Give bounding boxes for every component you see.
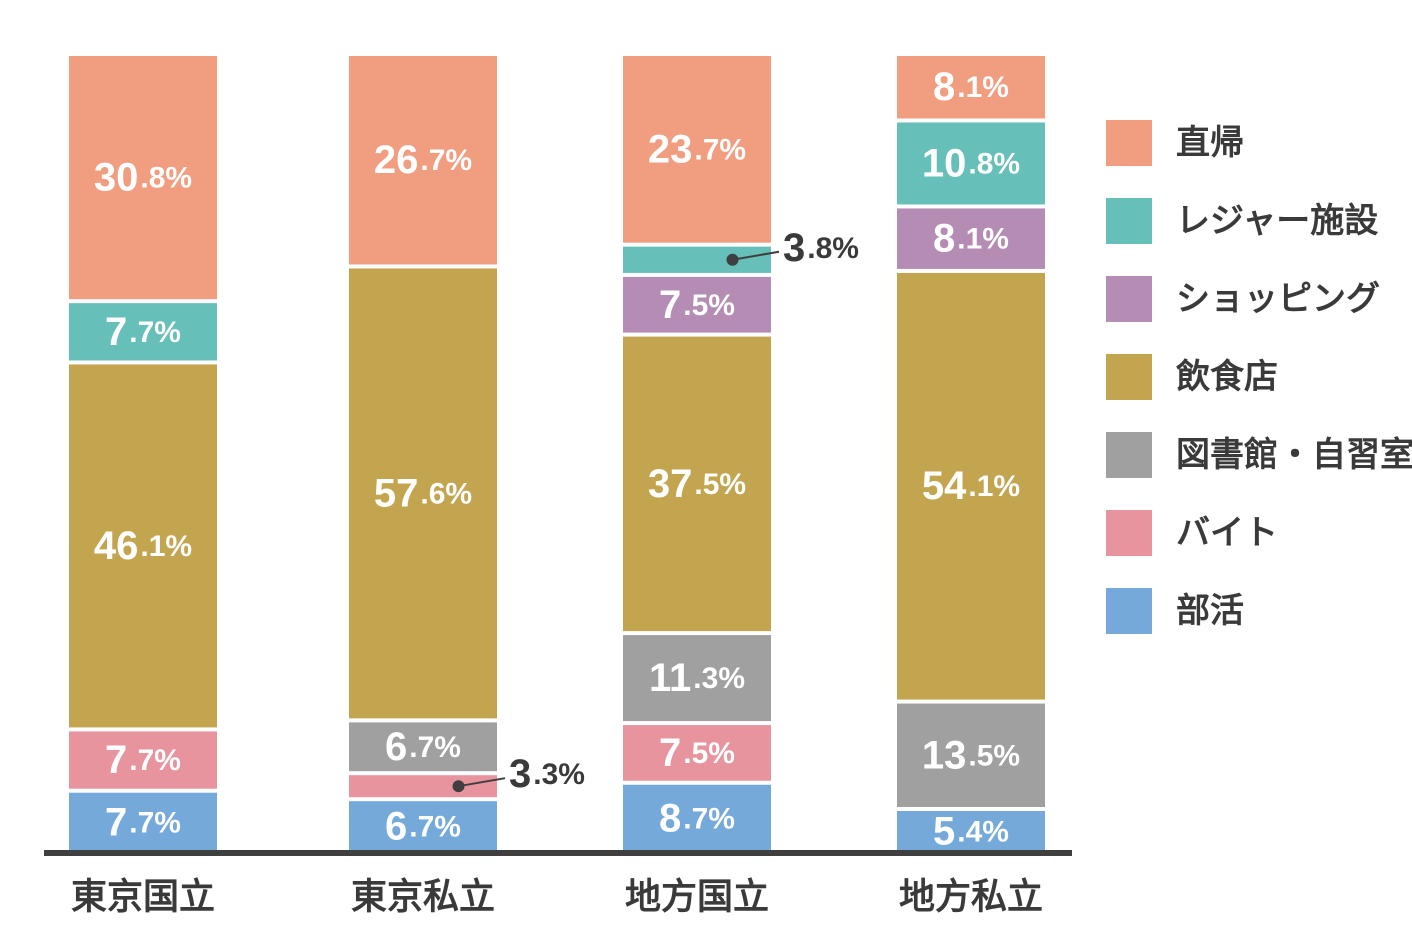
bar-segment-e59cb0e696b9e59bbde7ab8b-e79bb4e5b8b0 xyxy=(623,56,771,243)
legend-label: レジャー施設 xyxy=(1176,201,1378,241)
bar-segment-e69db1e4baace7a781e7ab8b-e983a8e6b4bb xyxy=(349,801,497,852)
category-labels-layer: 東京国立 東京私立 地方国立 地方私立 xyxy=(71,876,1043,918)
category-label-e69db1e4baace59bbde7ab8b: 東京国立 xyxy=(71,876,215,918)
bar-segment-e59cb0e696b9e7a781e7ab8b-e9a3b2e9a39fe5ba97 xyxy=(897,272,1045,700)
legend-label: 部活 xyxy=(1176,591,1244,631)
legend-label: ショッピング xyxy=(1176,279,1380,319)
bar-segment-e69db1e4baace7a781e7ab8b-e79bb4e5b8b0 xyxy=(349,56,497,265)
value-label-e59cb0e696b9e7a781e7ab8b-e59bb3e69bb8e9a4a8e383bb: 13.5% xyxy=(922,733,1020,777)
bar-segment-e69db1e4baace59bbde7ab8b-e38390e382a4e38388 xyxy=(69,731,217,789)
legend-label: 図書館・自習室 xyxy=(1176,435,1412,475)
value-label-e59cb0e696b9e7a781e7ab8b-e79bb4e5b8b0: 8.1% xyxy=(933,65,1009,109)
value-label-e69db1e4baace59bbde7ab8b-e983a8e6b4bb: 7.7% xyxy=(105,800,181,844)
legend-swatch xyxy=(1106,510,1152,556)
legend-item-e983a8e6b4bb: 部活 xyxy=(1106,588,1244,634)
legend-label: 直帰 xyxy=(1176,123,1244,163)
bar-segment-e59cb0e696b9e59bbde7ab8b-e9a3b2e9a39fe5ba97 xyxy=(623,336,771,632)
category-label-e59cb0e696b9e7a781e7ab8b: 地方私立 xyxy=(899,877,1043,918)
bar-segment-e59cb0e696b9e7a781e7ab8b-e382b7e383a7e38383e38394 xyxy=(897,208,1045,269)
value-label-e59cb0e696b9e59bbde7ab8b-e59bb3e69bb8e9a4a8e383bb: 11.3% xyxy=(649,656,745,700)
category-label-e59cb0e696b9e59bbde7ab8b: 地方国立 xyxy=(625,877,769,918)
bar-segment-e59cb0e696b9e7a781e7ab8b-e59bb3e69bb8e9a4a8e383bb xyxy=(897,703,1045,808)
bar-segment-e59cb0e696b9e59bbde7ab8b-e983a8e6b4bb xyxy=(623,784,771,852)
value-label-e59cb0e696b9e59bbde7ab8b-e382b7e383a7e38383e38394: 7.5% xyxy=(659,283,735,327)
value-label-e59cb0e696b9e7a781e7ab8b-e9a3b2e9a39fe5ba97: 54.1% xyxy=(922,464,1020,508)
legend-swatch xyxy=(1106,588,1152,634)
value-label-e69db1e4baace59bbde7ab8b-e9a3b2e9a39fe5ba97: 46.1% xyxy=(94,524,192,568)
value-label-e59cb0e696b9e59bbde7ab8b-e79bb4e5b8b0: 23.7% xyxy=(648,127,746,171)
legend-swatch xyxy=(1106,120,1152,166)
value-label-e59cb0e696b9e7a781e7ab8b-e382b7e383a7e38383e38394: 8.1% xyxy=(933,217,1009,261)
legend-swatch xyxy=(1106,198,1152,244)
value-label-e59cb0e696b9e7a781e7ab8b-e983a8e6b4bb: 5.4% xyxy=(933,810,1009,854)
legend-swatch xyxy=(1106,432,1152,478)
value-label-e69db1e4baace59bbde7ab8b-e383ace382b8e383a3e383bc: 7.7% xyxy=(105,310,181,354)
value-labels-layer: 7.7% 7.7% 46.1% 7.7% 30.8% 6.7% 6.7% 57.6% 26.7%… xyxy=(94,65,1020,853)
value-label-e69db1e4baace59bbde7ab8b-e38390e382a4e38388: 7.7% xyxy=(105,738,181,782)
bar-segment-e69db1e4baace59bbde7ab8b-e79bb4e5b8b0 xyxy=(69,56,217,300)
bar-segment-e69db1e4baace7a781e7ab8b-e59bb3e69bb8e9a4a8e383bb xyxy=(349,722,497,772)
bar-segment-e59cb0e696b9e59bbde7ab8b-e383ace382b8e383a3e383bc xyxy=(623,246,771,273)
bars-layer xyxy=(69,56,1045,852)
legend-swatch xyxy=(1106,354,1152,400)
value-label-e69db1e4baace7a781e7ab8b-e59bb3e69bb8e9a4a8e383bb: 6.7% xyxy=(385,725,461,769)
legend-label: バイト xyxy=(1176,513,1278,553)
value-label-e59cb0e696b9e59bbde7ab8b-e983a8e6b4bb: 8.7% xyxy=(659,796,735,840)
value-label-e69db1e4baace59bbde7ab8b-e79bb4e5b8b0: 30.8% xyxy=(94,156,192,200)
value-label-e59cb0e696b9e59bbde7ab8b-e383ace382b8e383a3e383bc: 3.8% xyxy=(783,226,859,270)
value-label-e69db1e4baace7a781e7ab8b-e38390e382a4e38388: 3.3% xyxy=(509,752,585,796)
bar-segment-e69db1e4baace59bbde7ab8b-e9a3b2e9a39fe5ba97 xyxy=(69,364,217,728)
callout-leader-line xyxy=(732,250,780,261)
bar-segment-e69db1e4baace59bbde7ab8b-e983a8e6b4bb xyxy=(69,792,217,852)
legend-item-e79bb4e5b8b0: 直帰 xyxy=(1106,120,1244,166)
callout-leader-line xyxy=(458,777,506,788)
legend-swatch xyxy=(1106,276,1152,322)
value-label-e69db1e4baace7a781e7ab8b-e983a8e6b4bb: 6.7% xyxy=(385,805,461,849)
bar-segment-e59cb0e696b9e7a781e7ab8b-e383ace382b8e383a3e383bc xyxy=(897,122,1045,205)
value-label-e59cb0e696b9e7a781e7ab8b-e383ace382b8e383a3e383bc: 10.8% xyxy=(922,141,1020,185)
value-label-e59cb0e696b9e59bbde7ab8b-e38390e382a4e38388: 7.5% xyxy=(659,731,735,775)
bar-segment-e59cb0e696b9e7a781e7ab8b-e79bb4e5b8b0 xyxy=(897,56,1045,119)
legend-label: 飲食店 xyxy=(1176,357,1278,397)
legend-item-e38390e382a4e38388: バイト xyxy=(1106,510,1278,556)
bar-segment-e69db1e4baace59bbde7ab8b-e383ace382b8e383a3e383bc xyxy=(69,303,217,361)
value-label-e59cb0e696b9e59bbde7ab8b-e9a3b2e9a39fe5ba97: 37.5% xyxy=(648,462,746,506)
callouts-layer: 3.3% 3.8% xyxy=(452,226,859,796)
category-label-e69db1e4baace7a781e7ab8b: 東京私立 xyxy=(351,876,495,918)
bar-segment-e59cb0e696b9e7a781e7ab8b-e983a8e6b4bb xyxy=(897,811,1045,852)
legend-item-e59bb3e69bb8e9a4a8e383bb: 図書館・自習室 xyxy=(1106,432,1412,478)
bar-segment-e59cb0e696b9e59bbde7ab8b-e59bb3e69bb8e9a4a8e383bb xyxy=(623,635,771,722)
bar-segment-e59cb0e696b9e59bbde7ab8b-e382b7e383a7e38383e38394 xyxy=(623,276,771,333)
legend-item-e9a3b2e9a39fe5ba97: 飲食店 xyxy=(1106,354,1278,400)
bar-segment-e69db1e4baace7a781e7ab8b-e9a3b2e9a39fe5ba97 xyxy=(349,268,497,719)
legend-item-e382b7e383a7e38383e38394: ショッピング xyxy=(1106,276,1380,322)
value-label-e69db1e4baace7a781e7ab8b-e9a3b2e9a39fe5ba97: 57.6% xyxy=(374,471,472,515)
legend-item-e383ace382b8e383a3e383bc: レジャー施設 xyxy=(1106,198,1378,244)
value-label-e69db1e4baace7a781e7ab8b-e79bb4e5b8b0: 26.7% xyxy=(374,138,472,182)
bar-segment-e69db1e4baace7a781e7ab8b-e38390e382a4e38388 xyxy=(349,775,497,798)
bar-segment-e59cb0e696b9e59bbde7ab8b-e38390e382a4e38388 xyxy=(623,725,771,781)
